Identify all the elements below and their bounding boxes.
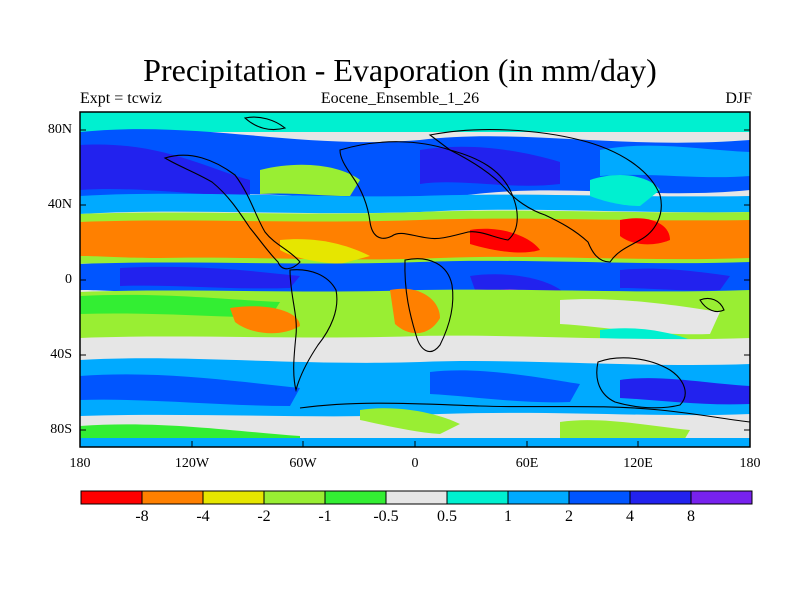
pe-band: [430, 370, 580, 403]
pe-band: [620, 218, 670, 245]
pe-band: [420, 146, 560, 186]
lon-tick-label: 120E: [623, 456, 653, 471]
pe-band: [390, 288, 440, 334]
pe-band: [600, 145, 750, 178]
lat-tick-label: 0: [65, 272, 72, 287]
lon-tick-label: 0: [411, 456, 419, 471]
lon-tick-label: 180: [739, 456, 761, 471]
colorbar-swatch: [690, 490, 753, 505]
colorbar-label: 2: [565, 508, 573, 525]
pe-field: [80, 112, 750, 447]
pe-band: [80, 144, 250, 196]
colorbar-swatch: [141, 490, 204, 505]
pe-band: [620, 268, 730, 291]
colorbar-swatch: [507, 490, 570, 505]
coastlines: [163, 116, 750, 423]
lat-tick-label: 80N: [47, 122, 72, 137]
season-label: DJF: [725, 90, 752, 107]
pe-band: [280, 239, 370, 264]
pe-band: [360, 408, 460, 434]
colorbar-swatch: [263, 490, 326, 505]
colorbar-label: 4: [626, 508, 634, 525]
pe-band: [80, 294, 280, 318]
lat-tick-label: 80S: [50, 422, 72, 437]
colorbar-swatch: [446, 490, 509, 505]
pe-band: [80, 193, 750, 214]
lon-tick-label: 120W: [174, 456, 210, 471]
colorbar-label: -1: [318, 508, 332, 525]
colorbar-label: 8: [687, 508, 695, 525]
pe-band: [260, 164, 360, 196]
colorbar-swatch: [324, 490, 387, 505]
colorbar-swatch: [568, 490, 631, 505]
experiment-label: Expt = tcwiz: [80, 90, 162, 107]
pe-band: [80, 112, 750, 132]
colorbar-swatch: [385, 490, 448, 505]
pe-band: [80, 218, 750, 260]
colorbar-swatch: [80, 490, 143, 505]
map-title: Precipitation - Evaporation (in mm/day): [143, 52, 657, 88]
pe-band: [560, 299, 720, 335]
lat-tick-label: 40N: [47, 197, 72, 212]
lat-tick-label: 40S: [50, 347, 72, 362]
colorbar-swatch: [629, 490, 692, 505]
colorbar: [80, 490, 753, 505]
pe-band: [590, 175, 660, 206]
lon-tick-label: 60E: [515, 456, 539, 471]
colorbar-label: 1: [504, 508, 512, 525]
colorbar-label: 0.5: [437, 508, 457, 525]
lon-tick-label: 180: [69, 456, 91, 471]
lon-tick-label: 60W: [289, 456, 317, 471]
colorbar-swatch: [202, 490, 265, 505]
colorbar-label: -2: [257, 508, 271, 525]
colorbar-label: -4: [196, 508, 210, 525]
pe-band: [120, 266, 300, 289]
ensemble-label: Eocene_Ensemble_1_26: [320, 90, 480, 107]
colorbar-label: -0.5: [373, 508, 399, 525]
pe-band: [80, 358, 750, 421]
colorbar-label: -8: [135, 508, 149, 525]
axis-ticks: [80, 129, 750, 447]
pe-band: [80, 374, 300, 406]
pe-band: [230, 306, 300, 334]
